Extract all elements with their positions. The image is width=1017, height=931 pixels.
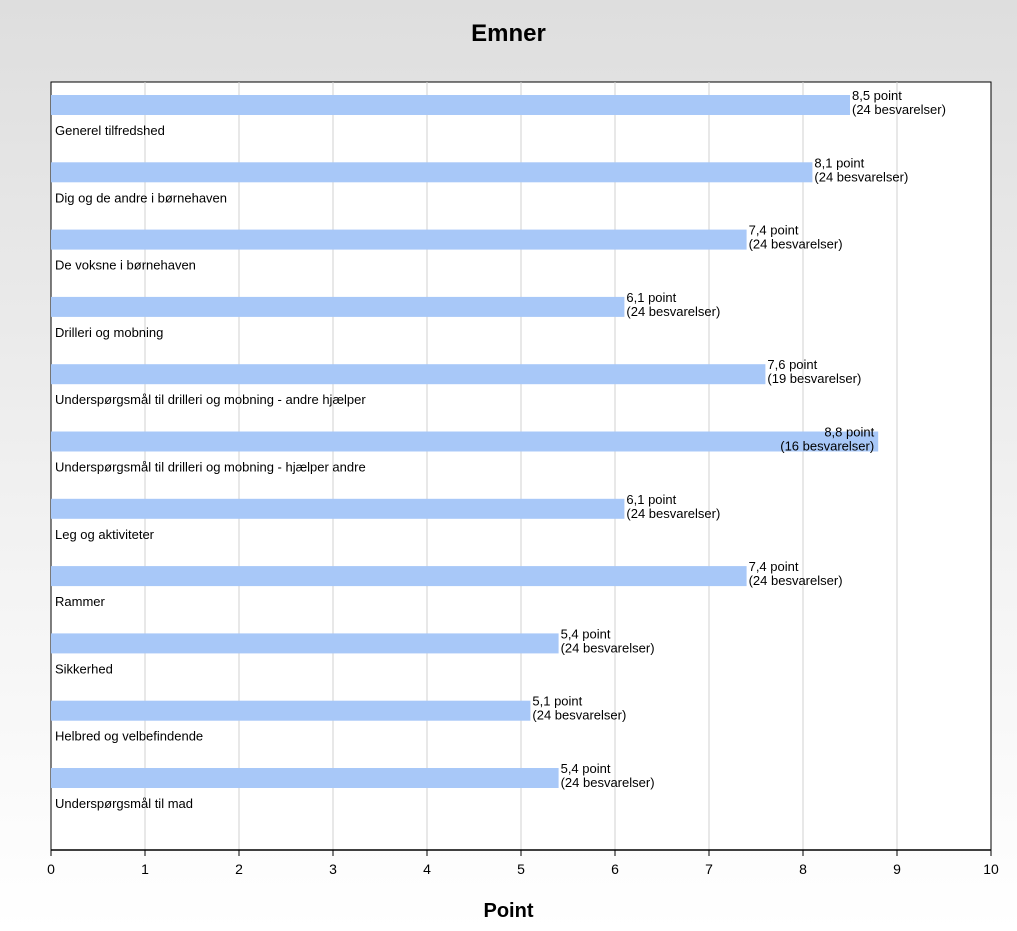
category-label: De voksne i børnehaven xyxy=(55,258,196,273)
x-axis-title: Point xyxy=(483,900,534,922)
bar xyxy=(51,229,747,250)
bar xyxy=(51,700,531,721)
bar xyxy=(51,364,766,385)
count-label: (24 besvarelser) xyxy=(561,640,655,655)
bar xyxy=(51,768,559,788)
x-tick-label: 3 xyxy=(329,861,337,877)
count-label: (19 besvarelser) xyxy=(767,371,861,386)
x-tick-label: 7 xyxy=(705,861,713,877)
x-tick-label: 9 xyxy=(893,861,901,877)
value-label: 5,4 point xyxy=(561,626,611,641)
category-label: Underspørgsmål til drilleri og mobning -… xyxy=(55,392,366,407)
bar xyxy=(51,162,813,183)
value-label: 5,1 point xyxy=(532,694,582,709)
bar xyxy=(51,296,625,317)
value-label: 5,4 point xyxy=(561,761,611,776)
bar xyxy=(51,431,879,452)
category-label: Leg og aktiviteter xyxy=(55,527,155,542)
category-label: Underspørgsmål til drilleri og mobning -… xyxy=(55,460,366,475)
category-label: Underspørgsmål til mad xyxy=(55,796,193,811)
value-label: 6,1 point xyxy=(626,492,676,507)
chart-title: Emner xyxy=(471,20,546,47)
count-label: (24 besvarelser) xyxy=(561,775,655,790)
count-label: (24 besvarelser) xyxy=(749,573,843,588)
value-label: 7,4 point xyxy=(749,559,799,574)
value-label: 6,1 point xyxy=(626,290,676,305)
count-label: (24 besvarelser) xyxy=(852,102,946,117)
bar xyxy=(51,95,850,115)
x-tick-label: 0 xyxy=(47,861,55,877)
value-label: 7,6 point xyxy=(767,357,817,372)
category-label: Rammer xyxy=(55,594,106,609)
value-label: 8,5 point xyxy=(852,88,902,103)
count-label: (24 besvarelser) xyxy=(626,506,720,521)
bar xyxy=(51,633,559,654)
value-label: 8,8 point xyxy=(824,425,874,440)
x-tick-label: 10 xyxy=(983,861,999,877)
value-label: 8,1 point xyxy=(814,155,864,170)
x-tick-label: 6 xyxy=(611,861,619,877)
category-label: Generel tilfredshed xyxy=(55,123,165,138)
bar xyxy=(51,498,625,519)
value-label: 7,4 point xyxy=(749,223,799,238)
x-tick-label: 2 xyxy=(235,861,243,877)
x-tick-label: 1 xyxy=(141,861,149,877)
x-tick-label: 4 xyxy=(423,861,431,877)
count-label: (24 besvarelser) xyxy=(814,169,908,184)
category-label: Sikkerhed xyxy=(55,661,113,676)
x-tick-label: 8 xyxy=(799,861,807,877)
bar xyxy=(51,566,747,587)
count-label: (24 besvarelser) xyxy=(626,304,720,319)
category-label: Drilleri og mobning xyxy=(55,325,163,340)
count-label: (16 besvarelser) xyxy=(780,439,874,454)
category-label: Helbred og velbefindende xyxy=(55,729,203,744)
x-tick-label: 5 xyxy=(517,861,525,877)
count-label: (24 besvarelser) xyxy=(749,237,843,252)
count-label: (24 besvarelser) xyxy=(532,708,626,723)
category-label: Dig og de andre i børnehaven xyxy=(55,190,227,205)
